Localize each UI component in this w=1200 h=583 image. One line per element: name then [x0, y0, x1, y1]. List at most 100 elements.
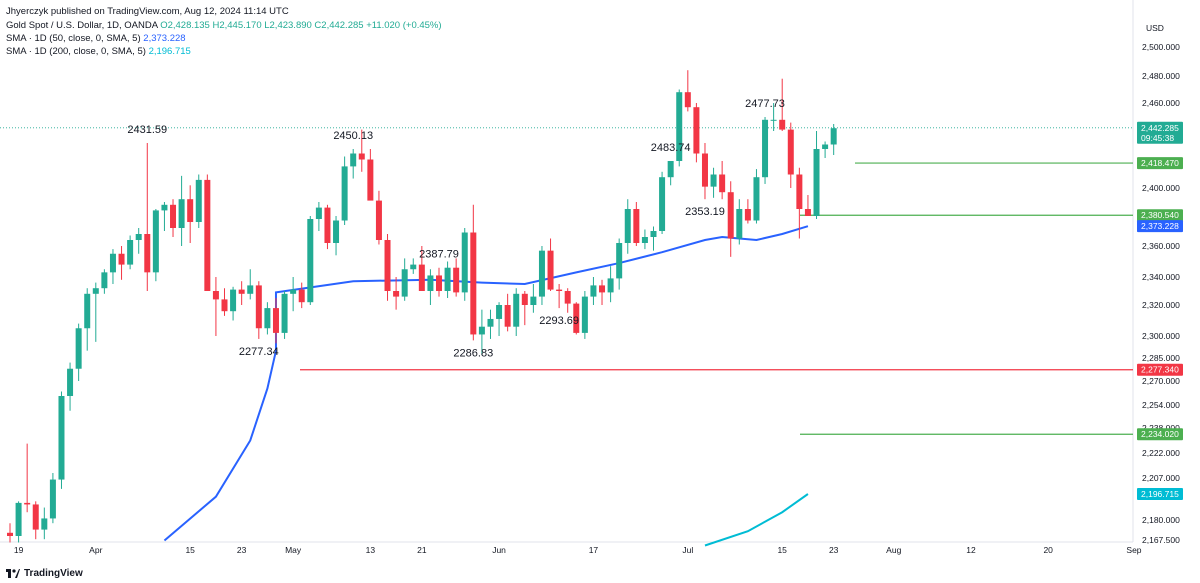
candle-body	[779, 119, 786, 130]
candle-body	[667, 161, 674, 178]
price-tag-label: 2,380.540	[1141, 210, 1179, 220]
x-tick-label: 20	[1043, 545, 1053, 555]
candle-body	[101, 272, 108, 289]
candle-body	[41, 518, 48, 530]
candle-body	[530, 296, 537, 305]
candle-body	[15, 502, 22, 536]
y-tick-label: 2,460.000	[1142, 98, 1180, 108]
sma200-legend[interactable]: SMA · 1D (200, close, 0, SMA, 5) 2,196.7…	[6, 46, 191, 57]
candle-body	[599, 285, 606, 293]
price-annotation: 2450.13	[333, 130, 373, 142]
candle-body	[238, 289, 245, 294]
candle-body	[221, 299, 228, 312]
price-tag	[1137, 209, 1183, 222]
candle-body	[659, 177, 666, 231]
candle-body	[375, 200, 382, 240]
footer-brand: TradingView	[6, 568, 83, 579]
candle-body	[187, 199, 194, 222]
candle-body	[393, 291, 400, 297]
sma50-value: 2,373.228	[143, 33, 186, 44]
candle-body	[813, 149, 820, 216]
price-annotation: 2431.59	[127, 124, 167, 136]
price-annotation: 2286.83	[453, 347, 493, 359]
candle-body	[49, 479, 56, 519]
candle-body	[693, 107, 700, 154]
candle-body	[298, 289, 305, 303]
candle-body	[367, 159, 374, 201]
candle-body	[410, 264, 417, 270]
candle-body	[384, 240, 391, 291]
candle-body	[436, 275, 442, 291]
sma200-line	[704, 493, 809, 547]
candle-body	[272, 308, 279, 333]
price-annotation: 2483.74	[651, 142, 691, 154]
price-tag	[1137, 487, 1183, 500]
y-tick-label: 2,285.000	[1142, 353, 1180, 363]
price-annotation: 2387.79	[419, 249, 459, 261]
candle-body	[170, 204, 177, 228]
candle-body	[32, 504, 39, 530]
x-tick-label: Jun	[492, 545, 506, 555]
candle-body	[727, 192, 734, 239]
tradingview-brand[interactable]: TradingView	[24, 568, 83, 579]
candle-body	[247, 285, 254, 294]
published-text: Jhyerczyk published on TradingView.com, …	[6, 6, 289, 17]
candle-body	[547, 250, 554, 290]
instrument-title: Gold Spot / U.S. Dollar, 1D, OANDA	[6, 20, 158, 31]
candle-body	[504, 305, 511, 327]
candle-body	[641, 237, 648, 243]
y-tick-label: 2,340.000	[1142, 272, 1180, 282]
price-annotation: 2293.69	[539, 315, 579, 327]
candle-body	[212, 291, 219, 300]
candle-body	[590, 285, 597, 297]
candle-body	[418, 264, 425, 291]
candle-body	[444, 267, 451, 291]
price-tag-label: 2,277.340	[1141, 365, 1179, 375]
candle-body	[333, 220, 340, 243]
candle-body	[564, 291, 571, 304]
x-tick-label: Aug	[886, 545, 901, 555]
x-tick-label: 13	[366, 545, 376, 555]
candle-body	[616, 243, 623, 279]
candle-body	[573, 303, 580, 333]
sma50-legend[interactable]: SMA · 1D (50, close, 0, SMA, 5) 2,373.22…	[6, 33, 186, 44]
candle-body	[264, 308, 271, 329]
candle-body	[358, 153, 365, 160]
candle-body	[496, 305, 503, 319]
currency-label: USD	[1146, 23, 1164, 33]
candle-body	[135, 234, 142, 240]
candle-body	[7, 532, 13, 536]
candle-body	[178, 199, 185, 228]
candle-body	[453, 267, 460, 293]
y-tick-label: 2,180.000	[1142, 515, 1180, 525]
candle-body	[633, 209, 640, 243]
price-tag	[1137, 428, 1183, 441]
x-tick-label: Jul	[682, 545, 693, 555]
candle-body	[255, 285, 262, 329]
x-tick-label: 23	[829, 545, 839, 555]
price-tag	[1137, 363, 1183, 376]
price-tag-label: 2,418.470	[1141, 158, 1179, 168]
candle-body	[204, 179, 211, 291]
candle-body	[67, 368, 74, 396]
candle-body	[230, 289, 237, 312]
instrument-legend: Gold Spot / U.S. Dollar, 1D, OANDA O2,42…	[6, 20, 442, 31]
x-tick-label: 21	[417, 545, 427, 555]
sma200-value: 2,196.715	[148, 46, 191, 57]
candle-body	[830, 128, 837, 145]
y-tick-label: 2,207.000	[1142, 473, 1180, 483]
y-tick-label: 2,300.000	[1142, 331, 1180, 341]
candle-body	[290, 289, 297, 294]
x-tick-label: May	[285, 545, 302, 555]
x-tick-label: Sep	[1126, 545, 1141, 555]
ohlc-values: O2,428.135 H2,445.170 L2,423.890 C2,442.…	[160, 20, 442, 31]
candle-body	[315, 207, 322, 219]
y-tick-label: 2,222.000	[1142, 448, 1180, 458]
candle-body	[127, 240, 134, 265]
candle-body	[401, 269, 408, 297]
x-tick-label: 17	[589, 545, 599, 555]
candle-body	[513, 293, 520, 327]
price-tag-countdown: 09:45:38	[1141, 133, 1174, 143]
candle-body	[470, 232, 477, 335]
